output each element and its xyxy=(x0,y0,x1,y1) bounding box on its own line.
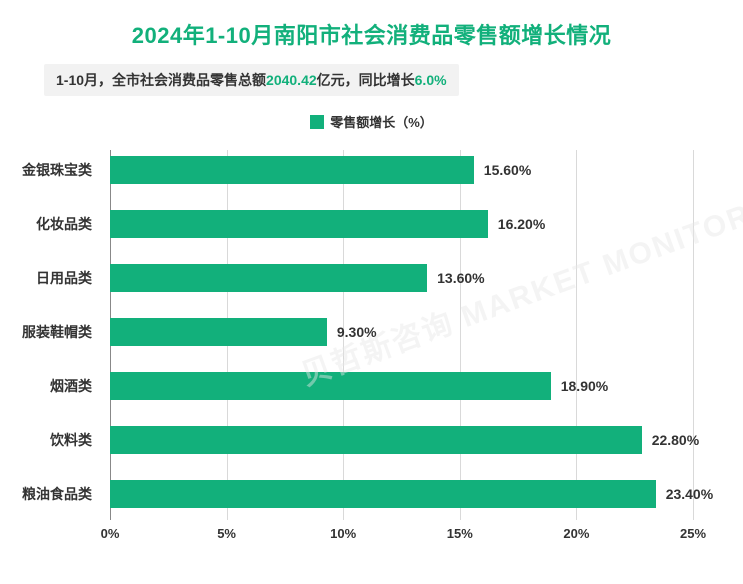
bar-row: 22.80% xyxy=(110,426,693,454)
x-tick-label: 10% xyxy=(330,526,356,541)
bar-value-label: 16.20% xyxy=(488,210,545,238)
subtitle-value-2: 6.0% xyxy=(415,72,447,88)
bar-value-label: 22.80% xyxy=(642,426,699,454)
chart-subtitle: 1-10月，全市社会消费品零售总额2040.42亿元，同比增长6.0% xyxy=(44,64,459,96)
bar xyxy=(110,264,427,292)
subtitle-mid: 亿元，同比增长 xyxy=(317,72,415,88)
x-tick-label: 0% xyxy=(101,526,120,541)
subtitle-prefix: 1-10月，全市社会消费品零售总额 xyxy=(56,72,266,88)
x-tick-label: 5% xyxy=(217,526,236,541)
gridline xyxy=(693,150,694,520)
category-label: 日用品类 xyxy=(0,264,100,292)
bar xyxy=(110,318,327,346)
x-tick-label: 25% xyxy=(680,526,706,541)
category-label: 化妆品类 xyxy=(0,210,100,238)
legend-swatch xyxy=(310,115,324,129)
category-label: 粮油食品类 xyxy=(0,480,100,508)
bar-row: 13.60% xyxy=(110,264,693,292)
bar-row: 18.90% xyxy=(110,372,693,400)
bar-value-label: 15.60% xyxy=(474,156,531,184)
chart-title: 2024年1-10月南阳市社会消费品零售额增长情况 xyxy=(0,0,743,50)
bar-value-label: 13.60% xyxy=(427,264,484,292)
category-label: 饮料类 xyxy=(0,426,100,454)
bar-value-label: 18.90% xyxy=(551,372,608,400)
chart-legend: 零售额增长（%） xyxy=(0,112,743,131)
bar-row: 15.60% xyxy=(110,156,693,184)
bar-row: 9.30% xyxy=(110,318,693,346)
plot-region: 15.60% 16.20%13.60% 9.30% 18.90% 22.80% 23.40… xyxy=(110,150,693,520)
bar-value-label: 9.30% xyxy=(327,318,377,346)
category-label: 金银珠宝类 xyxy=(0,156,100,184)
bar-row: 23.40% xyxy=(110,480,693,508)
legend-label: 零售额增长（%） xyxy=(330,115,433,130)
bar xyxy=(110,210,488,238)
subtitle-value-1: 2040.42 xyxy=(266,72,317,88)
x-tick-label: 15% xyxy=(447,526,473,541)
category-label: 服装鞋帽类 xyxy=(0,318,100,346)
bar xyxy=(110,372,551,400)
bar xyxy=(110,156,474,184)
category-label: 烟酒类 xyxy=(0,372,100,400)
bar xyxy=(110,426,642,454)
x-axis: 0%5%10%15%20%25% xyxy=(110,520,693,548)
x-tick-label: 20% xyxy=(563,526,589,541)
bar-value-label: 23.40% xyxy=(656,480,713,508)
chart-area: 15.60% 16.20%13.60% 9.30% 18.90% 22.80% 23.40… xyxy=(0,150,743,548)
bar-row: 16.20% xyxy=(110,210,693,238)
bar xyxy=(110,480,656,508)
